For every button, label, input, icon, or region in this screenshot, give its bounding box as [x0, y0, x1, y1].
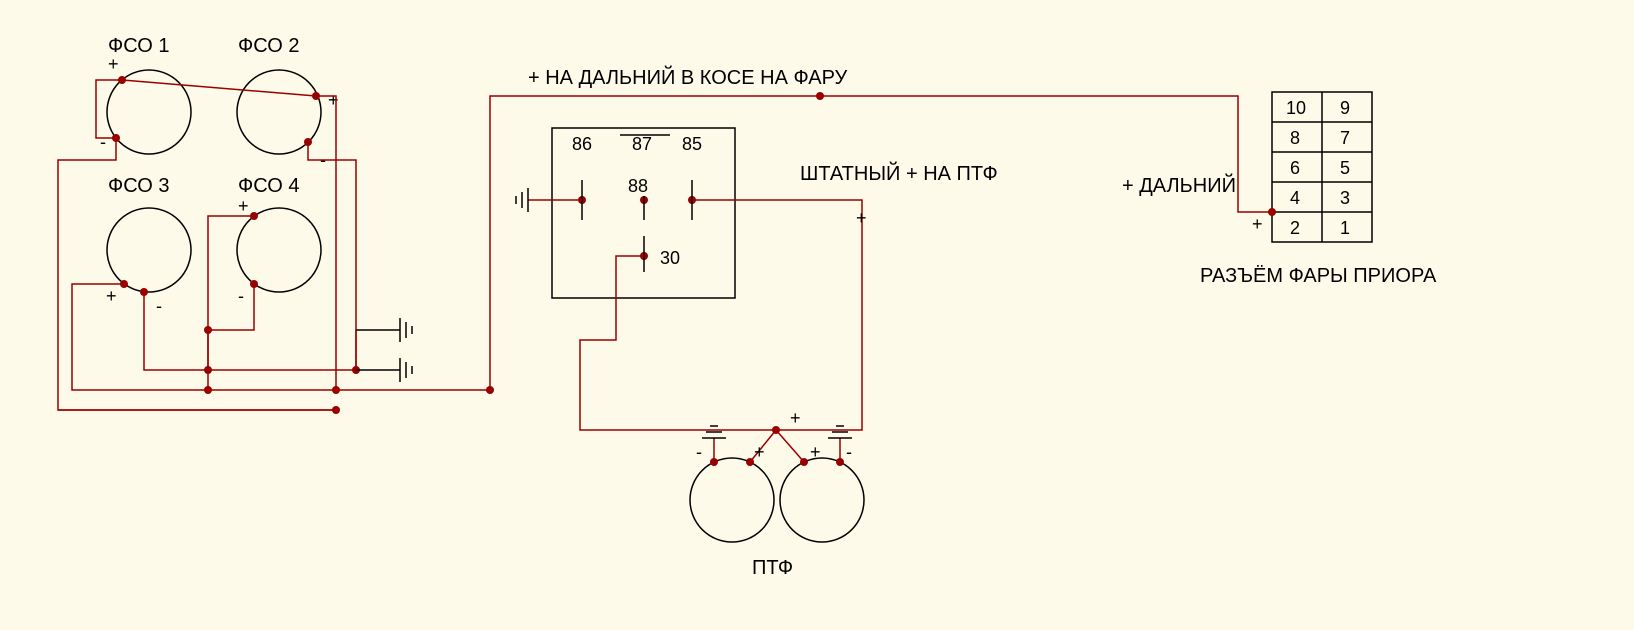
conn-9: 9	[1340, 98, 1350, 118]
relay-ground-icon	[516, 188, 528, 212]
relay-pin-86: 86	[572, 134, 592, 154]
ptf-l-plus: +	[754, 442, 765, 462]
shtat-plus: +	[856, 208, 867, 228]
ptf-label: ПТФ	[752, 557, 793, 579]
ptf-bus-plus: +	[790, 408, 801, 428]
label-shtat: ШТАТНЫЙ + НА ПТФ	[800, 161, 998, 185]
conn-8: 8	[1290, 128, 1300, 148]
fso1-minus: -	[100, 132, 106, 152]
fso4-plus: +	[238, 196, 249, 216]
ptf-r-plus: +	[810, 442, 821, 462]
lamp-fso2-label: ФСО 2	[238, 35, 299, 57]
lamp-fso3-label: ФСО 3	[108, 175, 169, 197]
fso4-minus: -	[238, 286, 244, 306]
fso3-plus: +	[106, 286, 117, 306]
label-top-bus: + НА ДАЛЬНИЙ В КОСЕ НА ФАРУ	[528, 65, 847, 89]
ptf-ground-r	[828, 426, 852, 438]
connector-priora: 10 9 8 7 6 5 4 3 2 1	[1272, 92, 1372, 242]
relay-pin-30: 30	[660, 248, 680, 268]
conn-3: 3	[1340, 188, 1350, 208]
relay-pin-87: 87	[632, 134, 652, 154]
conn-4: 4	[1290, 188, 1300, 208]
fso2-plus: +	[328, 90, 339, 110]
conn-6: 6	[1290, 158, 1300, 178]
wiring-diagram: ФСО 1 + - ФСО 2 + - ФСО 3 + - ФСО 4 + -	[0, 0, 1634, 630]
ground-icon-1	[356, 318, 412, 342]
conn-2: 2	[1290, 218, 1300, 238]
relay-pin-85: 85	[682, 134, 702, 154]
ptf-ground-l	[702, 426, 726, 438]
ground-icon-2	[356, 358, 412, 382]
conn-10: 10	[1286, 98, 1306, 118]
ptf-left	[690, 458, 774, 542]
ptf-right	[780, 458, 864, 542]
relay-pin-88: 88	[628, 176, 648, 196]
conn-5: 5	[1340, 158, 1350, 178]
connector-caption: РАЗЪЁМ ФАРЫ ПРИОРА	[1200, 265, 1437, 287]
connector-side-label: + ДАЛЬНИЙ	[1122, 173, 1236, 197]
connector-plus: +	[1252, 214, 1263, 234]
lamp-fso4	[237, 208, 321, 292]
ptf-l-minus: -	[696, 442, 702, 462]
conn-1: 1	[1340, 218, 1350, 238]
conn-7: 7	[1340, 128, 1350, 148]
fso3-minus: -	[156, 296, 162, 316]
lamp-fso3	[107, 208, 191, 292]
lamp-fso4-label: ФСО 4	[238, 175, 299, 197]
fso1-plus: +	[108, 54, 119, 74]
ptf-r-minus: -	[846, 442, 852, 462]
